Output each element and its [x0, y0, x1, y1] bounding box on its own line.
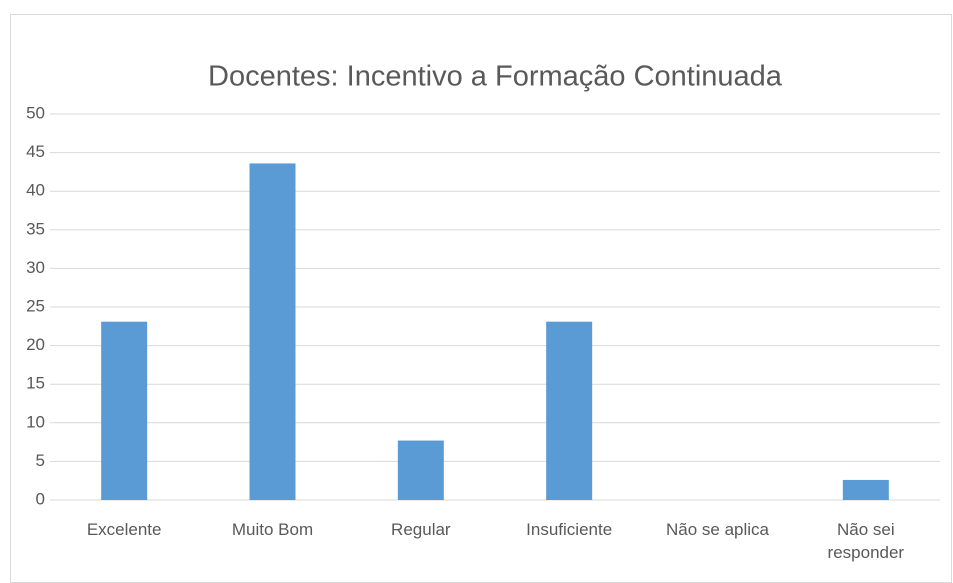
x-tick-label: Insuficiente: [526, 520, 613, 539]
bar: [842, 479, 889, 500]
bar: [397, 440, 444, 500]
y-tick-label: 25: [26, 296, 45, 315]
x-tick-label: Não sei responder: [827, 520, 905, 562]
x-tick-label: Não se aplica: [665, 520, 769, 539]
chart-title: Docentes: Incentivo a Formação Continuad…: [208, 61, 783, 93]
y-tick-label: 30: [26, 258, 45, 277]
bar: [101, 321, 148, 500]
x-tick-label: Muito Bom: [231, 520, 314, 539]
y-tick-label: 5: [36, 451, 45, 470]
bar: [249, 163, 296, 500]
y-tick-label: 0: [36, 489, 45, 508]
y-tick-label: 50: [26, 103, 45, 122]
y-tick-label: 45: [26, 142, 45, 161]
y-tick-label: 10: [26, 412, 45, 431]
y-tick-label: 40: [26, 181, 45, 200]
x-tick-label: Regular: [391, 520, 451, 539]
chart-border: [10, 14, 952, 583]
y-tick-label: 15: [26, 374, 45, 393]
y-tick-label: 35: [26, 219, 45, 238]
y-tick-label: 20: [26, 335, 45, 354]
x-tick-label: Excelente: [86, 520, 162, 539]
bar: [546, 321, 593, 500]
